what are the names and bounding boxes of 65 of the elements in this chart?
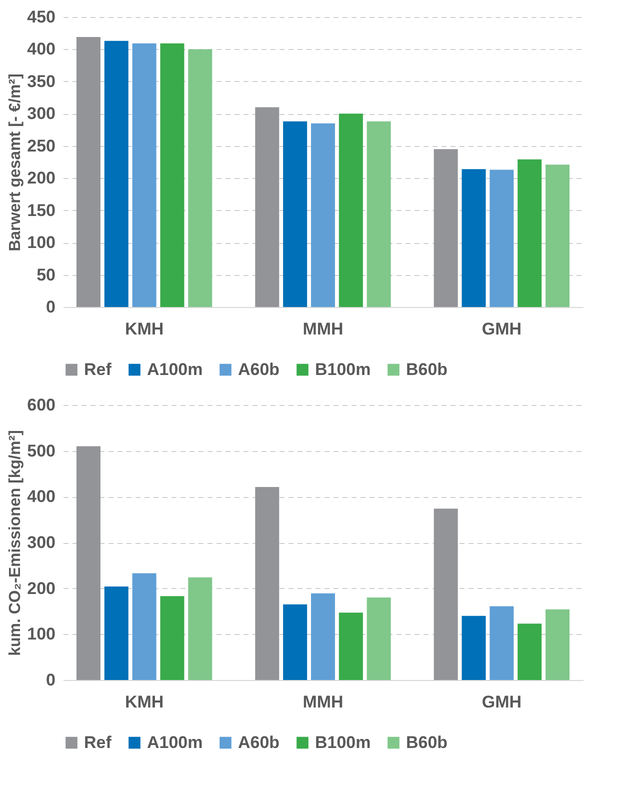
bar (462, 169, 486, 307)
y-tick-label: 200 (27, 578, 56, 598)
bar (188, 49, 212, 307)
legend-label: A60b (238, 732, 280, 752)
y-tick-label: 100 (27, 624, 56, 644)
y-tick-label: 150 (27, 200, 56, 220)
y-tick-label: 200 (27, 168, 56, 188)
x-tick-label: KMH (124, 320, 164, 338)
legend-label: B60b (406, 360, 448, 379)
bar (104, 586, 128, 680)
bar (283, 604, 308, 680)
bar (255, 487, 280, 680)
y-axis-title: Barwert gesamt [- €/m²] (7, 74, 24, 252)
y-tick-label: 500 (27, 441, 56, 460)
x-tick-label: GMH (482, 692, 522, 712)
bar (76, 36, 100, 307)
y-tick-label: 0 (46, 670, 56, 690)
y-tick-label: 600 (27, 396, 56, 414)
bar (546, 609, 570, 680)
bar (311, 123, 335, 307)
bar (283, 121, 308, 307)
y-tick-label: 400 (27, 40, 56, 59)
bar (490, 170, 514, 307)
y-tick-label: 350 (27, 72, 56, 91)
bar (518, 159, 542, 307)
bar (366, 598, 391, 680)
bar (132, 573, 156, 680)
bar (76, 446, 100, 680)
bar (434, 508, 458, 680)
y-tick-label: 300 (27, 104, 56, 124)
bar (366, 121, 391, 307)
y-tick-label: 0 (46, 298, 56, 316)
bar (462, 616, 486, 680)
x-tick-label: MMH (302, 320, 344, 338)
bar (546, 164, 570, 307)
x-tick-label: KMH (124, 692, 164, 712)
bar (338, 114, 363, 307)
y-tick-label: 300 (27, 533, 56, 552)
legend-label: B100m (315, 360, 371, 379)
y-tick-label: 400 (27, 487, 56, 506)
legend-label: B100m (315, 732, 371, 752)
bar (255, 107, 280, 307)
bar (188, 577, 212, 680)
bar (160, 43, 184, 307)
y-tick-label: 450 (27, 8, 56, 26)
bar (132, 43, 156, 307)
legend-label: Ref (84, 732, 112, 752)
x-tick-label: MMH (302, 692, 344, 712)
legend-label: A60b (238, 360, 280, 379)
y-tick-label: 50 (36, 265, 56, 284)
bar (104, 40, 128, 307)
y-axis-title: kum. CO₂-Emissionen [kg/m²] (7, 430, 24, 656)
legend-label: B60b (406, 732, 448, 752)
legend-label: A100m (147, 360, 203, 379)
legend-label: A100m (147, 732, 203, 752)
bar (338, 612, 363, 680)
bar (160, 596, 184, 680)
bar (434, 149, 458, 307)
bar (490, 606, 514, 680)
bar (518, 624, 542, 680)
x-tick-label: GMH (482, 320, 522, 338)
legend-label: Ref (84, 360, 112, 379)
bar (311, 593, 335, 680)
y-tick-label: 100 (27, 233, 56, 252)
y-tick-label: 250 (27, 136, 56, 156)
